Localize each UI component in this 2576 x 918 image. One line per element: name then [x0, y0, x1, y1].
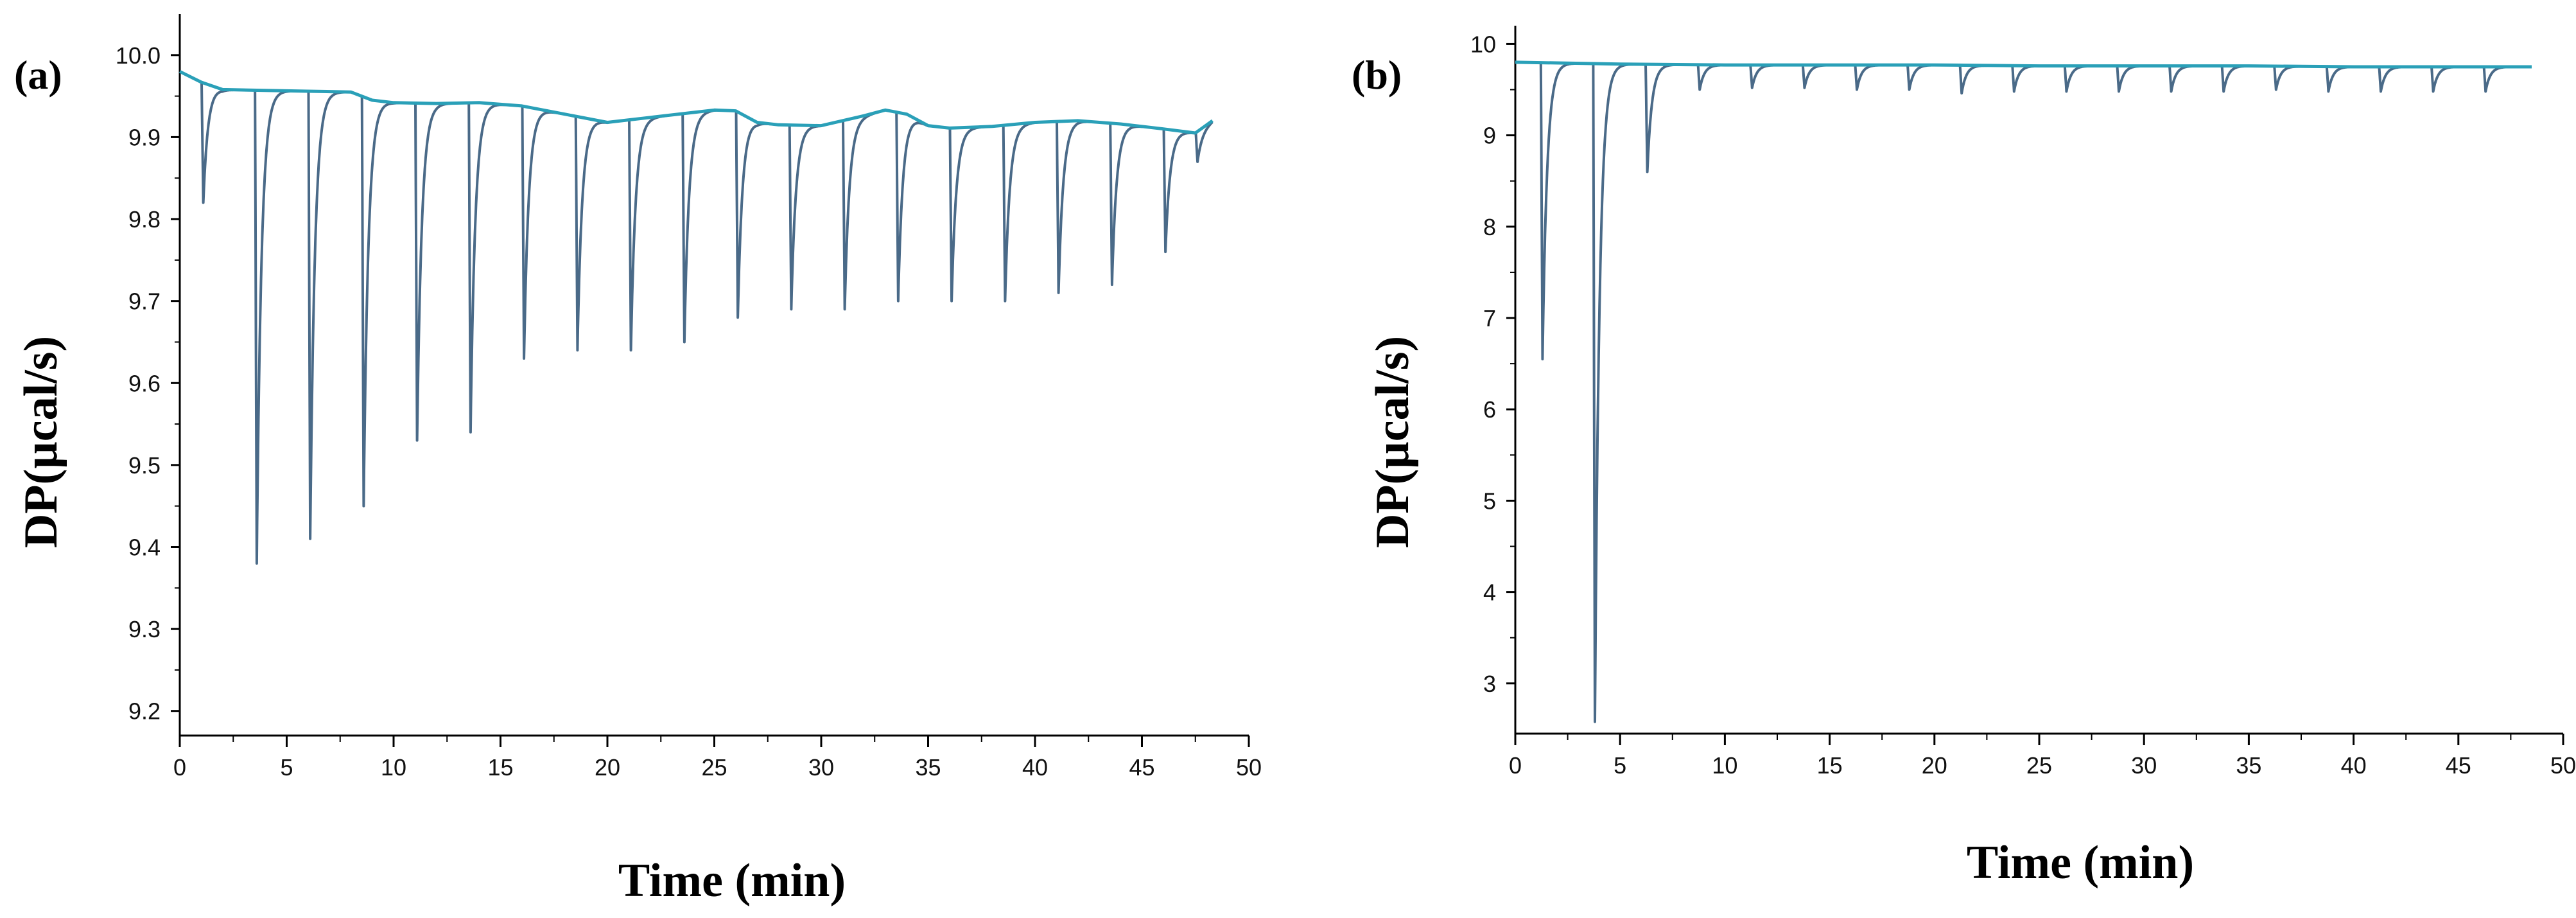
panel-b-y-tick-label: 8	[1483, 214, 1496, 240]
panel-a-y-tick-label: 9.3	[128, 616, 161, 642]
panel-a-x-tick-label: 45	[1129, 754, 1154, 781]
panel-a-x-tick-label: 20	[595, 754, 620, 781]
panel-b-y-tick-label: 10	[1470, 31, 1496, 57]
panel-a-baseline-line	[178, 70, 1214, 135]
panel-b-x-tick-label: 40	[2341, 752, 2367, 779]
panel-b-x-tick-label: 25	[2026, 752, 2052, 779]
panel-b-x-tick-label: 50	[2550, 752, 2576, 779]
panel-b-x-axis-title: Time (min)	[1967, 836, 2194, 889]
panel-b-x-tick-label: 35	[2236, 752, 2261, 779]
panel-b-y-tick-label: 5	[1483, 488, 1496, 514]
panel-a-x-tick-label: 35	[915, 754, 941, 781]
panel-a-y-tick-label: 9.8	[128, 206, 161, 233]
panel-a-x-tick-label: 15	[487, 754, 513, 781]
panel-a-x-tick-label: 40	[1022, 754, 1048, 781]
panel-a: (a) DP(µcal/s) Time (min) 0 5 10 15 20 25 30 35…	[14, 14, 1262, 907]
panel-a-x-tick-label: 30	[808, 754, 834, 781]
panel-b-x-tick-label: 0	[1509, 752, 1522, 779]
panel-a-label: (a)	[14, 52, 62, 98]
panel-a-x-tick-label: 10	[381, 754, 406, 781]
panel-a-x-tick-label: 50	[1236, 754, 1262, 781]
panel-a-x-tick-label: 0	[173, 754, 186, 781]
panel-b-baseline-line	[1515, 60, 2532, 69]
panel-b-raw-thermogram-line	[1514, 60, 2533, 723]
panel-b-y-tick-label: 6	[1483, 396, 1496, 423]
panel-a-raw-thermogram-line	[178, 70, 1214, 565]
panel-a-y-tick-label: 9.4	[128, 534, 161, 560]
panel-b-y-tick-label: 9	[1483, 123, 1496, 149]
panel-b-y-axis-title: DP(µcal/s)	[1366, 336, 1419, 548]
panel-a-x-tick-label: 5	[280, 754, 293, 781]
panel-a-x-tick-label: 25	[701, 754, 727, 781]
panel-a-x-axis-title: Time (min)	[618, 854, 846, 907]
panel-b-x-tick-label: 15	[1817, 752, 1843, 779]
panel-b-x-tick-label: 45	[2446, 752, 2471, 779]
panel-a-plot-area: 0 5 10 15 20 25 30 35 40 45 50 9.2 9.3 9.4 9.5 9.6 9.7 9.…	[116, 14, 1262, 781]
panel-a-y-tick-label: 9.2	[128, 698, 161, 725]
panel-a-y-tick-label: 9.5	[128, 452, 161, 479]
panel-b-y-tick-label: 3	[1483, 671, 1496, 697]
panel-a-y-tick-label: 9.7	[128, 288, 161, 315]
panel-a-y-tick-label: 9.6	[128, 370, 161, 396]
panel-b-x-tick-label: 20	[1922, 752, 1947, 779]
panel-b-y-tick-label: 4	[1483, 579, 1496, 606]
panel-b-x-tick-label: 10	[1712, 752, 1737, 779]
panel-a-y-tick-label: 9.9	[128, 124, 161, 150]
panel-b-x-tick-label: 30	[2131, 752, 2157, 779]
panel-a-y-axis-title: DP(µcal/s)	[15, 336, 67, 548]
panel-b-label: (b)	[1352, 52, 1402, 98]
panel-a-y-tick-label: 10.0	[116, 42, 161, 69]
panel-b-x-tick-label: 5	[1614, 752, 1626, 779]
panel-b-y-tick-label: 7	[1483, 305, 1496, 331]
panel-b: (b) DP(µcal/s) Time (min) 0 5 10 15 20 25 30 35…	[1352, 26, 2576, 889]
